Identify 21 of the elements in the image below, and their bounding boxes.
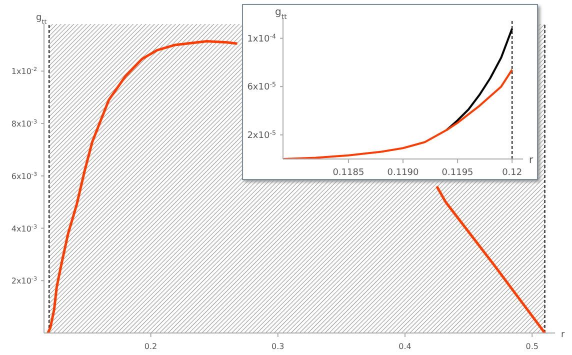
line-series [283,68,514,159]
x-tick-label: 0.12 [502,168,522,178]
y-axis-title: g$_{tt}$ [275,7,288,21]
x-tick-label: 0.3 [272,342,284,351]
x-axis-title: r [561,330,565,340]
x-tick-label: 0.4 [398,342,412,351]
x-tick-label: 0.2 [144,342,158,351]
x-tick-label: 0.1190 [387,168,420,178]
y-tick-label: 2x10$^{-3}$ [11,276,38,286]
y-tick-label: 8x10$^{-3}$ [11,118,38,129]
y-axis-title: g$_{tt}$ [36,13,48,26]
y-tick-label: 6x10$^{-5}$ [247,81,276,93]
y-tick-label: 1x10$^{-4}$ [247,32,276,44]
y-tick-label: 4x10$^{-3}$ [11,223,38,234]
x-tick-label: 0.1195 [442,168,474,178]
y-tick-label: 6x10$^{-3}$ [11,170,38,181]
x-axis-title: r [529,155,534,166]
y-tick-label: 1x10$^{-2}$ [11,66,37,76]
x-tick-label: 0.5 [526,342,538,351]
x-tick-label: 0.1185 [332,168,364,178]
y-tick-label: 2x10$^{-5}$ [247,129,276,141]
